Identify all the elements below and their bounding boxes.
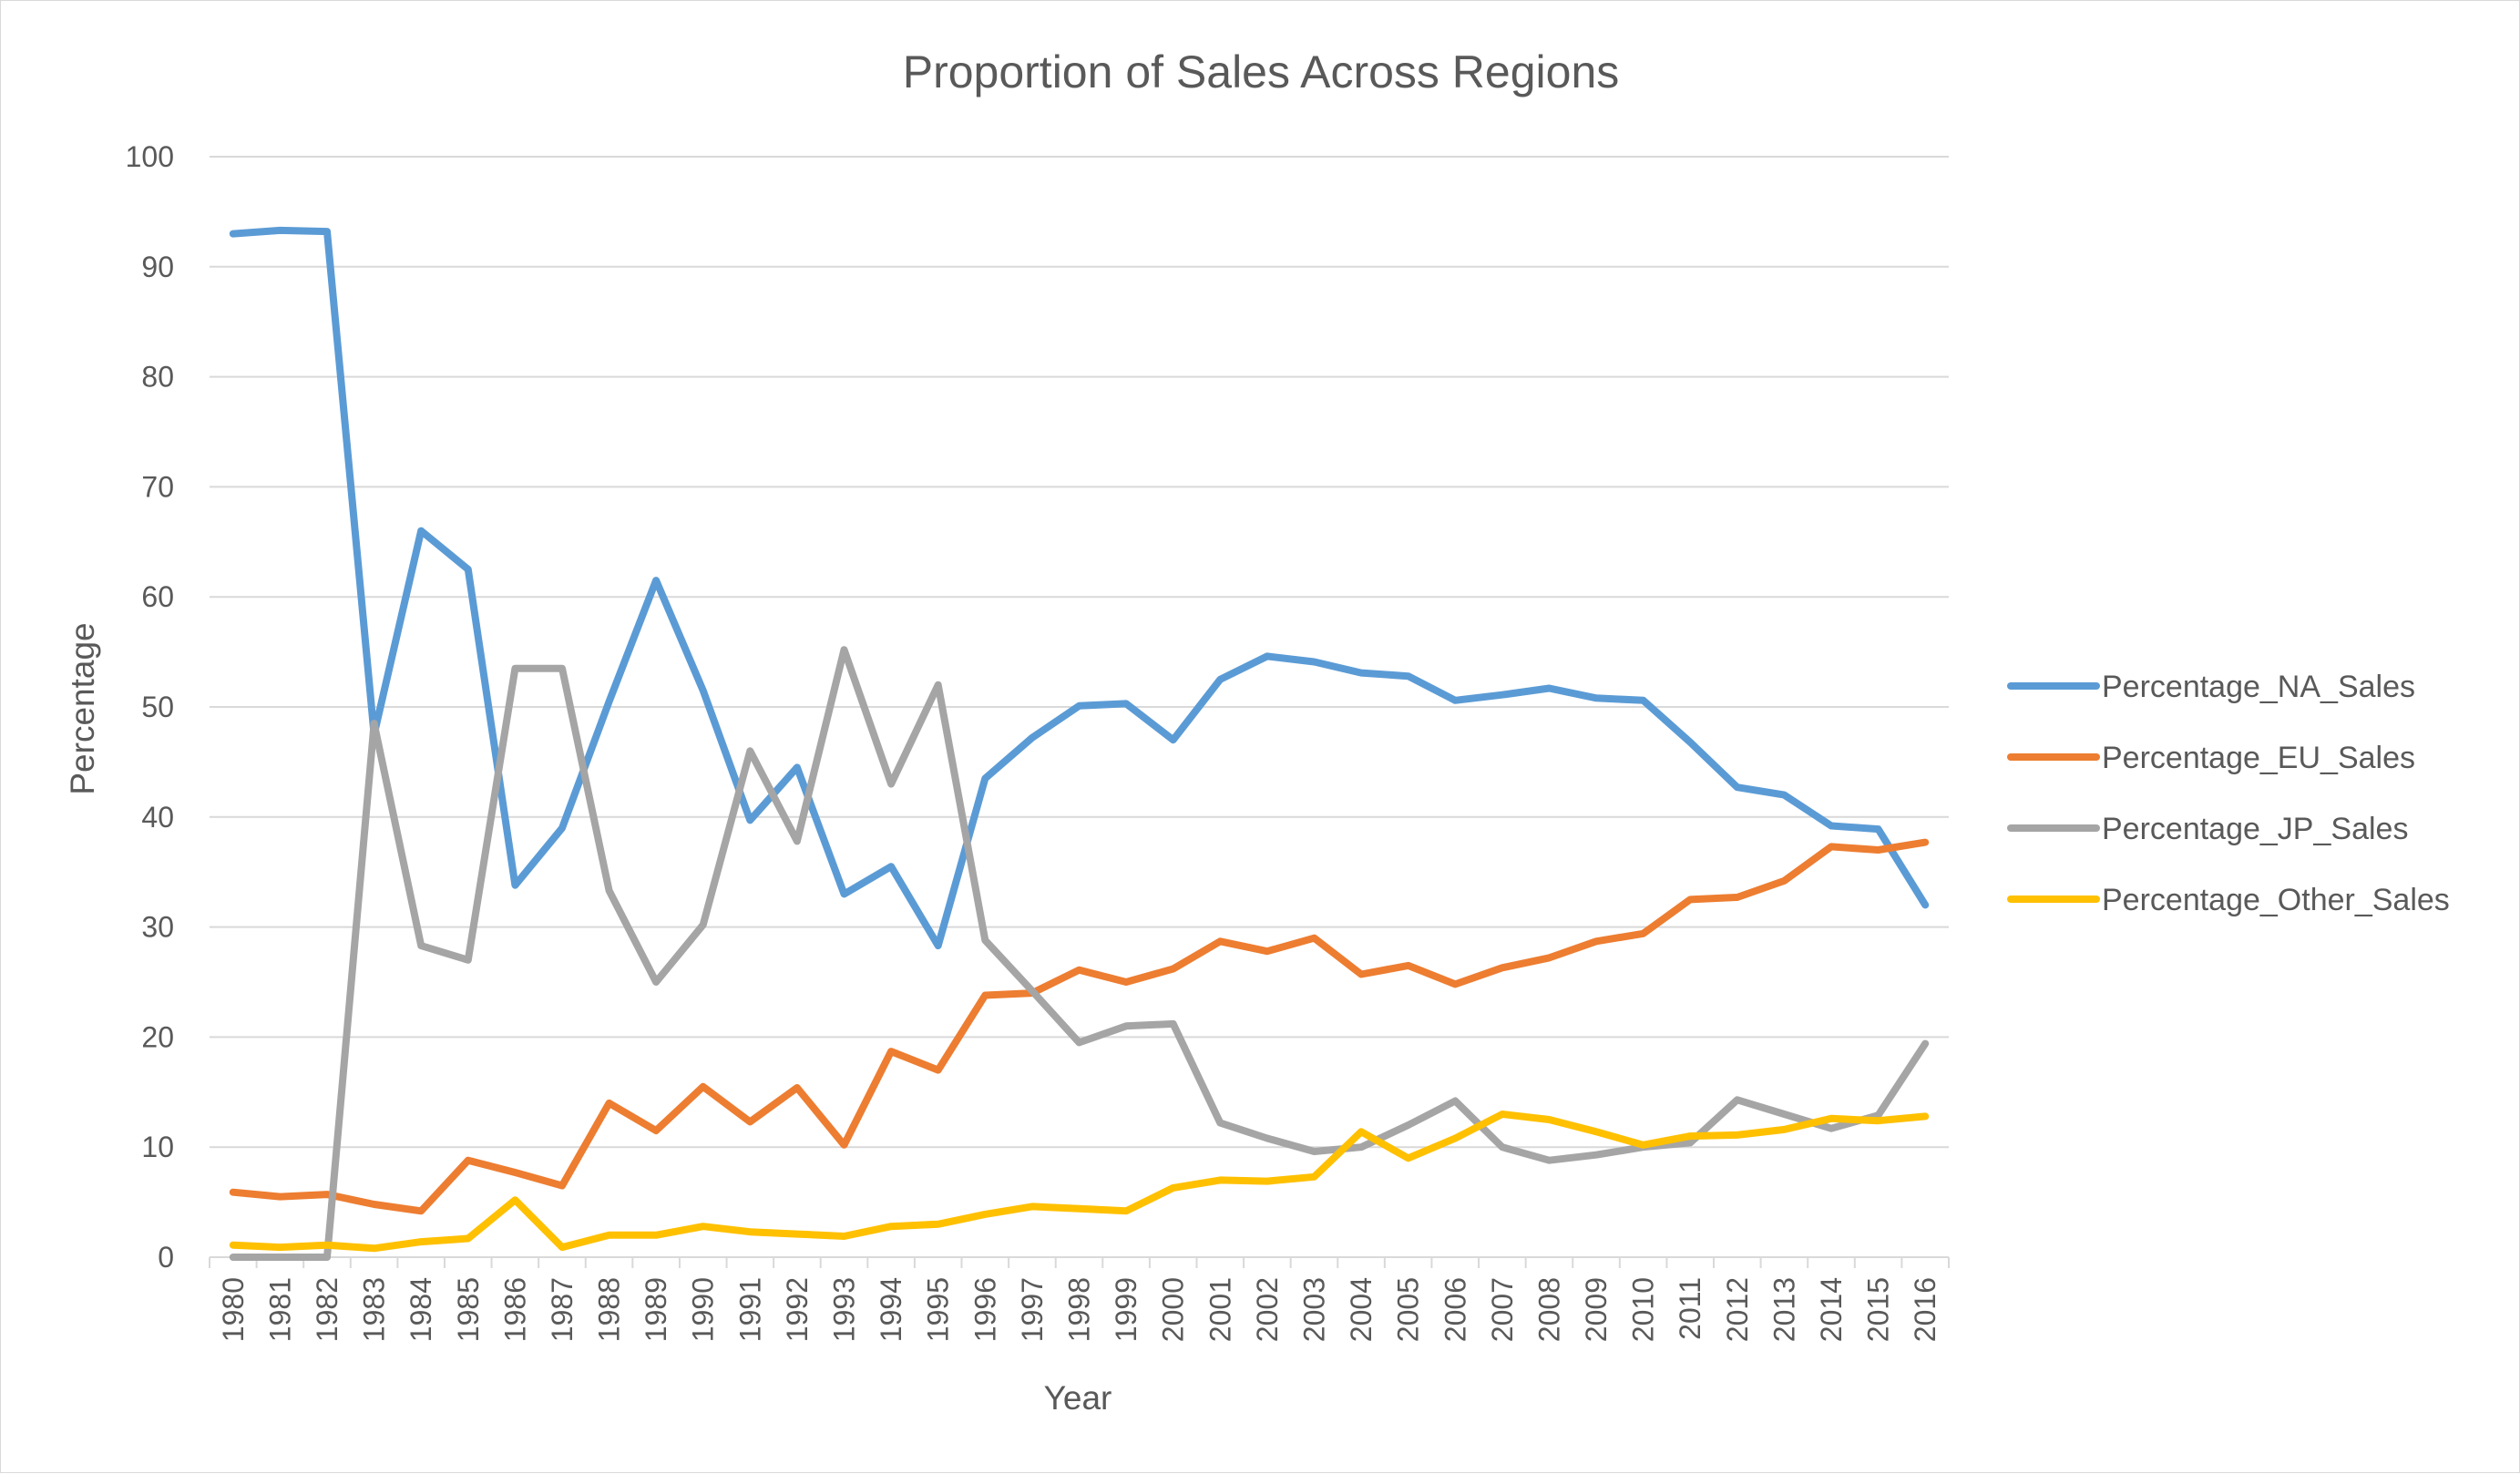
x-tick-label: 2009 bbox=[1580, 1277, 1613, 1342]
x-tick-label: 1995 bbox=[922, 1277, 955, 1342]
legend-label: Percentage_JP_Sales bbox=[2102, 812, 2408, 846]
x-tick-label: 1980 bbox=[217, 1277, 250, 1342]
y-tick-label: 80 bbox=[141, 361, 174, 394]
legend: Percentage_NA_Sales Percentage_EU_Sales Pe… bbox=[2007, 670, 2450, 917]
legend-item: Percentage_Other_Sales bbox=[2007, 883, 2450, 917]
x-tick-label: 1999 bbox=[1110, 1277, 1142, 1342]
x-tick-label: 1998 bbox=[1063, 1277, 1096, 1342]
x-tick-label: 1994 bbox=[875, 1277, 907, 1342]
legend-label: Percentage_NA_Sales bbox=[2102, 670, 2415, 704]
x-tick-label: 1981 bbox=[263, 1277, 296, 1342]
x-tick-label: 1982 bbox=[311, 1277, 343, 1342]
x-tick-label: 2005 bbox=[1392, 1277, 1425, 1342]
x-tick-label: 1992 bbox=[781, 1277, 814, 1342]
y-tick-label: 10 bbox=[141, 1131, 174, 1163]
y-tick-label: 70 bbox=[141, 470, 174, 503]
x-tick-label: 1987 bbox=[546, 1277, 579, 1342]
y-tick-label: 0 bbox=[158, 1241, 174, 1274]
chart-title: Proportion of Sales Across Regions bbox=[903, 46, 1620, 97]
x-tick-label: 2007 bbox=[1486, 1277, 1519, 1342]
x-tick-label: 1991 bbox=[733, 1277, 766, 1342]
x-tick-label: 2012 bbox=[1721, 1277, 1754, 1342]
x-tick-label: 1986 bbox=[498, 1277, 531, 1342]
y-tick-label: 90 bbox=[141, 251, 174, 283]
x-tick-label: 2003 bbox=[1297, 1277, 1330, 1342]
y-tick-label: 20 bbox=[141, 1020, 174, 1053]
series-line-percentage-other-sales bbox=[229, 1111, 1930, 1253]
x-tick-label: 1996 bbox=[968, 1277, 1001, 1342]
x-tick-label: 1993 bbox=[828, 1277, 861, 1342]
x-tick-label: 2001 bbox=[1204, 1277, 1236, 1342]
x-tick-label: 2013 bbox=[1767, 1277, 1800, 1342]
x-tick-label: 2006 bbox=[1439, 1277, 1471, 1342]
legend-label: Percentage_EU_Sales bbox=[2102, 741, 2415, 775]
y-tick-label: 60 bbox=[141, 580, 174, 613]
x-tick-label: 2004 bbox=[1345, 1277, 1378, 1342]
y-tick-label: 50 bbox=[141, 691, 174, 723]
x-tick-label: 2015 bbox=[1862, 1277, 1895, 1342]
x-axis-ticks: 1980 1981 1982 1983 1984 1985 1986 1987 1988 1989… bbox=[209, 1257, 1950, 1342]
x-tick-label: 2000 bbox=[1157, 1277, 1190, 1342]
y-tick-label: 100 bbox=[126, 140, 174, 173]
series-line-percentage-eu-sales bbox=[229, 838, 1930, 1215]
x-tick-label: 2016 bbox=[1909, 1277, 1941, 1342]
y-axis-title: Percentage bbox=[64, 622, 101, 794]
x-tick-label: 2008 bbox=[1532, 1277, 1565, 1342]
x-tick-label: 1989 bbox=[640, 1277, 672, 1342]
x-tick-label: 2014 bbox=[1815, 1277, 1848, 1342]
x-axis-title: Year bbox=[1044, 1379, 1112, 1417]
y-axis-ticks: 0 10 20 30 40 50 60 70 80 90 100 bbox=[126, 140, 174, 1274]
series-lines bbox=[229, 226, 1930, 1261]
x-tick-label: 1983 bbox=[358, 1277, 391, 1342]
x-tick-label: 1997 bbox=[1016, 1277, 1049, 1342]
legend-label: Percentage_Other_Sales bbox=[2102, 883, 2450, 917]
x-tick-label: 2010 bbox=[1627, 1277, 1660, 1342]
y-tick-label: 30 bbox=[141, 911, 174, 944]
x-tick-label: 1984 bbox=[405, 1277, 437, 1342]
legend-item: Percentage_JP_Sales bbox=[2007, 812, 2408, 846]
legend-item: Percentage_EU_Sales bbox=[2007, 741, 2415, 775]
x-tick-label: 2011 bbox=[1674, 1277, 1706, 1340]
x-tick-label: 1990 bbox=[687, 1277, 720, 1342]
legend-item: Percentage_NA_Sales bbox=[2007, 670, 2415, 704]
x-tick-label: 1988 bbox=[593, 1277, 626, 1342]
x-tick-label: 1985 bbox=[452, 1277, 485, 1342]
y-tick-label: 40 bbox=[141, 801, 174, 834]
series-line-percentage-na-sales bbox=[229, 226, 1930, 950]
x-tick-label: 2002 bbox=[1251, 1277, 1284, 1342]
